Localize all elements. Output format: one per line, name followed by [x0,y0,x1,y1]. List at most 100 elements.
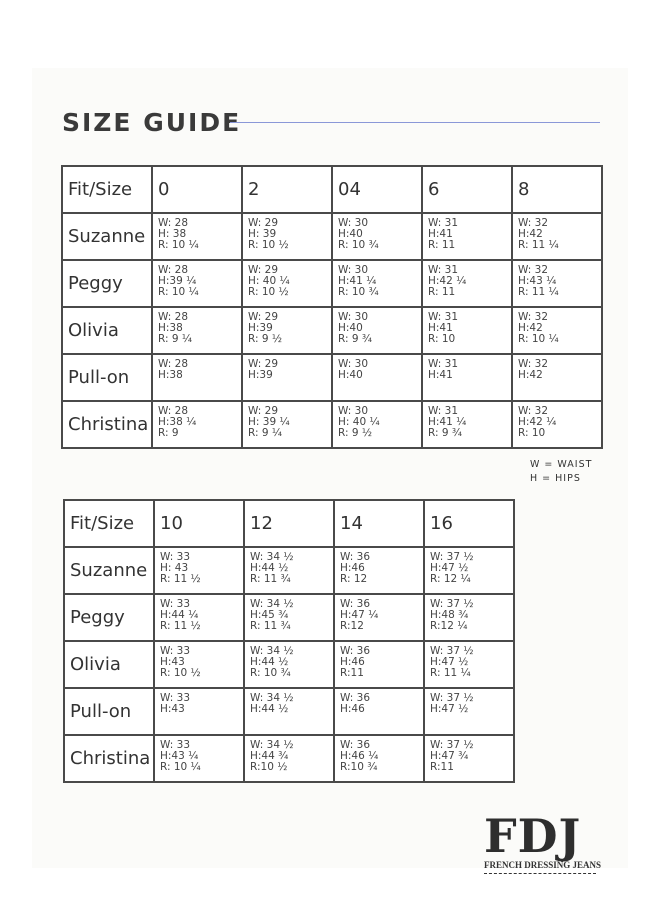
measurement-line: R: 10 ¼ [518,333,559,345]
measurement-line: R: 12 [340,573,368,585]
measurement-line: W: 33 [160,692,191,704]
measurement-line: H: 38 [158,228,187,240]
size-header: 04 [331,165,423,214]
measurement-line: H:38 ¼ [158,416,197,428]
measurement-line: W: 28 [158,264,189,276]
size-header: 16 [423,499,515,548]
measurement-cell: W: 37 ½ H:47 ¾ R:11 [423,734,515,783]
measurement-line: H:46 [340,656,365,668]
measurement-line: H:41 ¼ [338,275,377,287]
measurement-line: R: 10 ½ [248,286,289,298]
measurement-cell: W: 29 H: 39 R: 10 ½ [241,212,333,261]
measurement-line: R:11 [430,761,454,773]
fit-name: Pull-on [63,687,155,736]
page-title: SIZE GUIDE [62,108,242,137]
measurement-cell: W: 34 ½ H:44 ½ [243,687,335,736]
measurement-line: H:43 [160,656,185,668]
measurement-cell: W: 33 H:44 ¼ R: 11 ½ [153,593,245,642]
measurement-line: H:42 [518,228,543,240]
measurement-cell: W: 30 H:40 R: 9 ¾ [331,306,423,355]
fit-name: Peggy [61,259,153,308]
measurement-cell: W: 31 H:41 [421,353,513,402]
measurement-line: R:12 [340,620,364,632]
header-row: Fit/Size 0 2 04 6 8 [61,165,603,214]
measurement-cell: W: 33 H:43 R: 10 ½ [153,640,245,689]
measurement-line: R: 11 ½ [160,620,201,632]
measurement-line: R: 10 ¼ [160,761,201,773]
measurement-cell: W: 33 H: 43 R: 11 ½ [153,546,245,595]
measurement-cell: W: 36 H:46 ¼ R:10 ¾ [333,734,425,783]
measurement-cell: W: 36 H:46 [333,687,425,736]
measurement-line: W: 37 ½ [430,692,474,704]
measurement-cell: W: 33 H:43 ¼ R: 10 ¼ [153,734,245,783]
measurement-cell: W: 29 H:39 [241,353,333,402]
measurement-line: H:38 [158,322,183,334]
measurement-line: R: 11 ½ [160,573,201,585]
measurement-line: W: 31 [428,358,459,370]
measurement-line: H:44 ½ [250,703,289,715]
measurement-cell: W: 31 H:42 ¼ R: 11 [421,259,513,308]
fit-size-header: Fit/Size [63,499,155,548]
size-table-1: Fit/Size 0 2 04 6 8 Suzanne W: 28 H: 38 R: 10 ¼ W:… [61,165,603,449]
table-row: Pull-on W: 28 H:38 W: 29 H:39 W: 30 H:40 W: 31 H… [61,353,603,402]
table-row: Suzanne W: 28 H: 38 R: 10 ¼ W: 29 H: 39 R: 10 … [61,212,603,261]
measurement-line: R: 9 ½ [338,427,373,439]
measurement-line: W: 29 [248,358,279,370]
table-row: Olivia W: 33 H:43 R: 10 ½ W: 34 ½ H:44 ½ R: 10… [63,640,515,689]
size-header: 12 [243,499,335,548]
measurement-line: H:47 ¼ [340,609,379,621]
measurement-line: W: 29 [248,264,279,276]
measurement-cell: W: 28 H:38 ¼ R: 9 [151,400,243,449]
measurement-cell: W: 30 H:41 ¼ R: 10 ¾ [331,259,423,308]
measurement-line: H:43 ¼ [160,750,199,762]
measurement-cell: W: 32 H:42 R: 10 ¼ [511,306,603,355]
size-header: 2 [241,165,333,214]
measurement-line: W: 32 [518,264,549,276]
measurement-line: R:12 ¼ [430,620,468,632]
table-row: Christina W: 28 H:38 ¼ R: 9 W: 29 H: 39 ¼ R: 9… [61,400,603,449]
measurement-line: H:39 [248,322,273,334]
measurement-line: W: 28 [158,311,189,323]
measurement-line: R: 11 ¾ [250,620,291,632]
measurement-cell: W: 28 H: 38 R: 10 ¼ [151,212,243,261]
measurement-line: W: 29 [248,311,279,323]
measurement-line: R: 12 ¼ [430,573,471,585]
measurement-cell: W: 29 H:39 R: 9 ½ [241,306,333,355]
measurement-line: W: 28 [158,405,189,417]
measurement-line: W: 37 ½ [430,739,474,751]
size-header: 10 [153,499,245,548]
measurement-line: R: 11 ¼ [518,239,559,251]
measurement-cell: W: 28 H:38 [151,353,243,402]
fit-name: Pull-on [61,353,153,402]
measurement-line: H:40 [338,322,363,334]
fit-name: Suzanne [61,212,153,261]
measurement-line: W: 33 [160,598,191,610]
measurement-line: R:10 ¾ [340,761,378,773]
table-row: Olivia W: 28 H:38 R: 9 ¼ W: 29 H:39 R: 9 ½ W: 3… [61,306,603,355]
measurement-line: H:39 ¼ [158,275,197,287]
measurement-line: H: 40 ¼ [338,416,380,428]
measurement-cell: W: 37 ½ H:48 ¾ R:12 ¼ [423,593,515,642]
measurement-line: H: 39 ¼ [248,416,290,428]
measurement-cell: W: 32 H:43 ¼ R: 11 ¼ [511,259,603,308]
measurement-line: W: 34 ½ [250,692,294,704]
fit-name: Suzanne [63,546,155,595]
size-header: 6 [421,165,513,214]
measurement-line: R: 9 ¾ [338,333,373,345]
measurement-line: R: 9 [158,427,179,439]
measurement-line: W: 32 [518,405,549,417]
measurement-line: R:11 [340,667,364,679]
measurement-cell: W: 36 H:46 R: 12 [333,546,425,595]
measurement-line: H: 43 [160,562,189,574]
measurement-line: W: 31 [428,264,459,276]
measurement-line: R: 10 ¾ [338,286,379,298]
fit-name: Christina [61,400,153,449]
measurement-line: W: 31 [428,311,459,323]
fit-size-header: Fit/Size [61,165,153,214]
measurement-line: W: 36 [340,551,371,563]
measurement-cell: W: 32 H:42 ¼ R: 10 [511,400,603,449]
measurement-line: W: 30 [338,311,369,323]
measurement-cell: W: 29 H: 40 ¼ R: 10 ½ [241,259,333,308]
measurement-line: W: 36 [340,598,371,610]
measurement-line: W: 30 [338,264,369,276]
